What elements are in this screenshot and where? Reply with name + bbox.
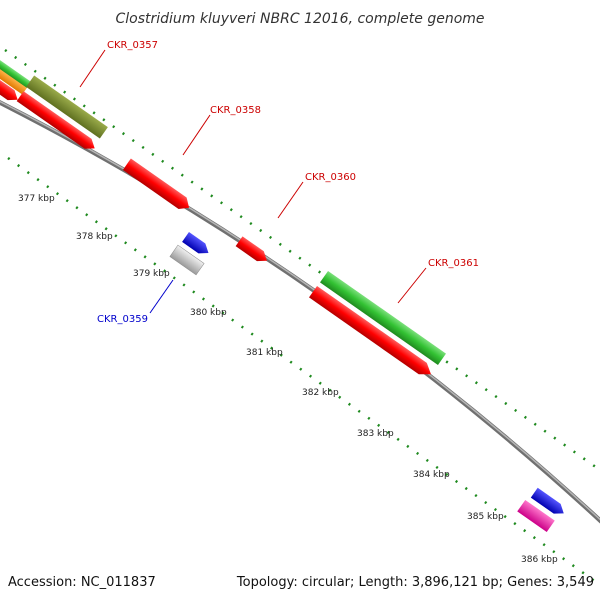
- partial-gene-green[interactable]: [0, 55, 31, 89]
- gene-ckr-0360[interactable]: [235, 236, 271, 265]
- callout-ckr-0358: [182, 114, 211, 156]
- partial-gene-red[interactable]: [0, 75, 21, 104]
- partial-gene-orange[interactable]: [0, 64, 27, 95]
- callout-ckr-0359: [149, 279, 174, 314]
- tick-label-377: 377 kbp: [18, 194, 55, 204]
- label-ckr-0360[interactable]: CKR_0360: [305, 172, 356, 183]
- gene-red-near-0357[interactable]: [16, 91, 98, 153]
- gene-red-under-0361[interactable]: [309, 285, 435, 380]
- gene-ckr-0358[interactable]: [122, 158, 193, 213]
- tick-label-385: 385 kbp: [467, 512, 504, 522]
- callout-ckr-0361: [397, 267, 427, 304]
- label-ckr-0359[interactable]: CKR_0359: [97, 314, 148, 325]
- gene-blue-near-0359[interactable]: [182, 232, 212, 258]
- callout-ckr-0357: [79, 49, 106, 88]
- gene-ckr-0359[interactable]: [169, 244, 205, 276]
- genome-backbone-highlight: [0, 100, 600, 521]
- tick-label-381: 381 kbp: [246, 348, 283, 358]
- tick-label-386: 386 kbp: [521, 555, 558, 565]
- label-ckr-0357[interactable]: CKR_0357: [107, 40, 158, 51]
- inner-dotted-ring: [7, 156, 600, 587]
- tick-label-379: 379 kbp: [133, 269, 170, 279]
- genome-summary-text: Topology: circular; Length: 3,896,121 bp…: [236, 575, 594, 590]
- label-ckr-0361[interactable]: CKR_0361: [428, 258, 479, 269]
- gene-ckr-0361[interactable]: [320, 270, 446, 366]
- tick-label-383: 383 kbp: [357, 429, 394, 439]
- tick-label-384: 384 kbp: [413, 470, 450, 480]
- callout-ckr-0360: [277, 181, 304, 219]
- outer-dotted-ring: [4, 48, 600, 472]
- gene-ckr-0357[interactable]: [26, 75, 108, 139]
- tick-label-380: 380 kbp: [190, 308, 227, 318]
- genome-backbone: [0, 100, 600, 524]
- tick-label-382: 382 kbp: [302, 388, 339, 398]
- tick-label-378: 378 kbp: [76, 232, 113, 242]
- label-ckr-0358[interactable]: CKR_0358: [210, 105, 261, 116]
- map-title: Clostridium kluyveri NBRC 12016, complet…: [115, 11, 484, 27]
- accession-text: Accession: NC_011837: [8, 575, 156, 590]
- gene-pink-bottom[interactable]: [517, 499, 555, 533]
- gene-blue-bottom[interactable]: [530, 487, 567, 518]
